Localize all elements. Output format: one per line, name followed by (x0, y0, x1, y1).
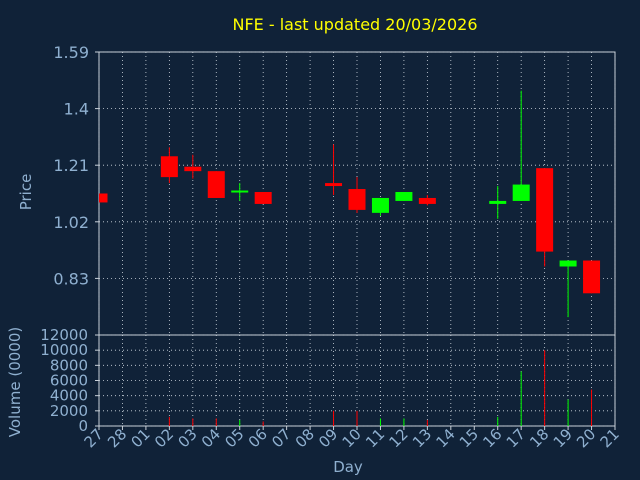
candle-body (231, 190, 249, 193)
candle-body (512, 184, 530, 201)
volume-tick-label: 4000 (50, 387, 88, 405)
price-tick-label: 1.02 (53, 213, 89, 232)
candles (99, 90, 601, 318)
volume-tick-label: 10000 (40, 341, 88, 359)
candle-body (536, 168, 554, 252)
price-tick-label: 1.4 (64, 100, 89, 119)
candle-body (160, 156, 178, 178)
candle-body (348, 189, 366, 210)
chart-title: NFE - last updated 20/03/2026 (232, 15, 477, 34)
x-axis: 2728010203040506070809101112131415161718… (81, 425, 623, 451)
candle-body (207, 171, 225, 198)
price-tick-label: 0.83 (53, 269, 89, 288)
volume-tick-label: 12000 (40, 326, 88, 344)
candle-body (395, 192, 413, 201)
volume-tick-label: 2000 (50, 402, 88, 420)
volume-tick-label: 8000 (50, 356, 88, 374)
candle-body (583, 260, 601, 294)
price-panel: 0.83 1.02 1.21 1.4 1.59 (53, 43, 616, 336)
candle-body (371, 197, 389, 213)
candle-body (99, 193, 108, 203)
candle-body (184, 166, 202, 172)
price-axis-label: Price (17, 174, 35, 211)
price-tick-label: 1.59 (53, 43, 89, 62)
candle-body (418, 197, 436, 204)
candle-body (254, 192, 272, 204)
volume-tick-label: 0 (78, 417, 88, 435)
x-axis-label: Day (333, 458, 363, 476)
price-tick-label: 1.21 (53, 156, 89, 175)
volume-axis-label: Volume (0000) (6, 327, 24, 437)
candle-body (559, 260, 577, 267)
candle-body (325, 183, 343, 187)
volume-tick-label: 6000 (50, 372, 88, 390)
candle-body (489, 200, 507, 204)
